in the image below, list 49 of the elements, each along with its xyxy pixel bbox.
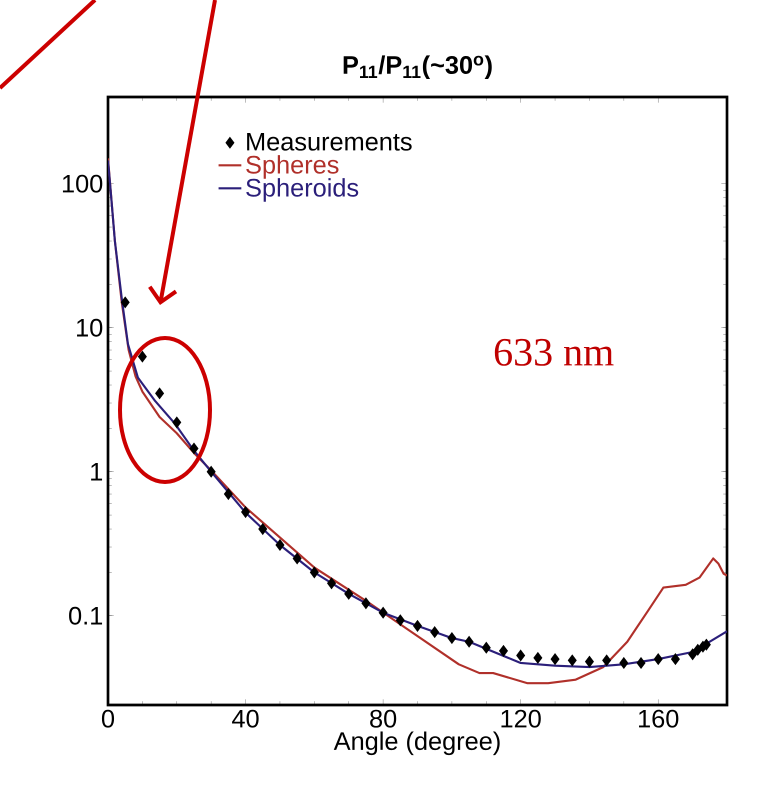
annotation: 633 nm <box>494 338 614 366</box>
point <box>430 626 440 638</box>
point <box>568 654 577 666</box>
y-tick-label: 0.1 <box>69 606 102 625</box>
point <box>413 620 422 632</box>
point <box>190 442 198 454</box>
point <box>619 657 628 669</box>
legend-label: Spheroids <box>246 178 358 202</box>
point <box>120 296 130 308</box>
legend-label: Spheres <box>246 155 338 179</box>
x-tick-label: 160 <box>639 710 678 728</box>
point <box>172 416 182 428</box>
point <box>310 566 319 578</box>
point <box>533 652 542 664</box>
x-tick-label: 120 <box>501 710 541 728</box>
x-tick-label: 40 <box>232 710 259 728</box>
point <box>224 488 233 500</box>
point <box>584 656 594 668</box>
point <box>138 350 147 362</box>
point <box>688 648 698 660</box>
chart-title: P$_{11}$/P$_{11}$(~30$^{o}$) <box>344 55 492 79</box>
y-tick-label: 100 <box>62 174 102 193</box>
point <box>447 632 456 644</box>
point <box>636 657 646 669</box>
y-tick-label: 10 <box>77 318 102 337</box>
point <box>275 539 284 551</box>
legend-label: Measurements <box>247 133 412 151</box>
point <box>258 523 268 535</box>
point <box>464 636 474 648</box>
point <box>602 654 612 666</box>
point <box>241 506 250 518</box>
point <box>344 588 354 600</box>
point <box>482 642 491 654</box>
point <box>670 653 680 665</box>
point <box>396 614 405 626</box>
point <box>550 653 560 665</box>
point <box>292 552 302 564</box>
x-tick-label: 80 <box>370 710 396 728</box>
point <box>206 466 216 478</box>
x-axis-title: Angle (degree) <box>334 731 500 756</box>
point <box>361 597 370 610</box>
y-tick-label: 1 <box>91 463 102 480</box>
point <box>155 388 164 400</box>
point <box>378 606 388 619</box>
point <box>499 645 508 657</box>
point <box>327 577 336 590</box>
point <box>516 650 526 662</box>
x-tick-label: 0 <box>102 710 114 728</box>
point <box>654 653 663 665</box>
